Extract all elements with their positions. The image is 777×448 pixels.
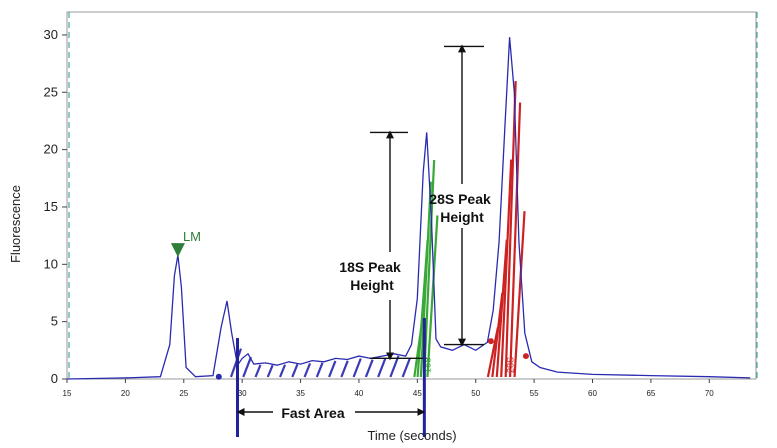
plot-frame — [66, 11, 757, 380]
annotation-28s-peak-height: 28S Peak Height — [429, 191, 494, 225]
annotation-18s-peak-height: 18S Peak Height — [339, 259, 404, 293]
y-tick-label: 10 — [44, 256, 58, 271]
annotation-arrows — [235, 44, 484, 437]
y-tick-label: 0 — [51, 371, 58, 386]
fast-area-hatch — [254, 364, 262, 378]
x-tick-label: 40 — [354, 389, 363, 398]
fast-area-hatch — [229, 348, 243, 378]
peak-label-18s: 18S — [423, 357, 433, 373]
ticks-layer: 0 5 10 15 20 25 30 15 20 25 30 35 40 45 50 55 60 65 70 — [44, 27, 715, 398]
fast-area-label-bg — [273, 403, 355, 423]
y-axis-title: Fluorescence — [8, 185, 23, 263]
x-tick-label: 60 — [588, 389, 597, 398]
fast-area-hatch — [377, 357, 387, 378]
x-tick-label: 70 — [705, 389, 714, 398]
x-tick-label: 65 — [646, 389, 655, 398]
peak-28s-hatch — [513, 211, 526, 378]
fast-area-hatch — [401, 357, 412, 378]
x-tick-label: 45 — [413, 389, 422, 398]
fast-area-hatch — [266, 364, 274, 378]
peak-28s-hatch — [495, 239, 508, 378]
fast-area-hatch — [315, 362, 324, 378]
peak-28s-hatch — [504, 80, 517, 378]
fast-area-hatch — [291, 363, 299, 378]
lm-marker-icon — [170, 243, 185, 258]
x-tick-label: 55 — [530, 389, 539, 398]
x-tick-label: 25 — [179, 389, 188, 398]
peak-label-28s: 28S — [506, 357, 516, 373]
annotation-fast-area: Fast Area — [281, 405, 345, 421]
peak-18s-hatch — [426, 215, 439, 378]
fast-area-hatch — [279, 364, 287, 378]
y-tick-label: 30 — [44, 27, 58, 42]
fluorescence-trace — [66, 37, 751, 380]
y-tick-label: 20 — [44, 142, 58, 157]
fast-area-hatch — [303, 362, 312, 378]
peak-28s-start-dot — [487, 338, 494, 345]
y-tick-label: 25 — [44, 84, 58, 99]
x-tick-label: 50 — [471, 389, 480, 398]
peak-28s-hatch — [491, 292, 504, 378]
y-tick-label: 5 — [51, 314, 58, 329]
fast-area-hatch — [340, 360, 349, 378]
fast-area-hatch — [328, 360, 337, 378]
x-tick-label: 35 — [296, 389, 305, 398]
peak-28s-end-dot — [522, 353, 529, 360]
peak-28s-hatch — [508, 102, 522, 378]
lm-label: LM — [183, 229, 201, 244]
fast-area-hatch — [242, 356, 252, 378]
fast-area-hatch — [389, 355, 400, 378]
x-tick-label: 30 — [238, 389, 247, 398]
x-tick-label: 15 — [63, 389, 72, 398]
peak-18s-hatch — [419, 181, 432, 378]
peak-28s-hatch — [500, 159, 513, 378]
x-axis-title: Time (seconds) — [367, 428, 456, 443]
fast-area-hatch — [352, 358, 362, 378]
x-tick-label: 20 — [121, 389, 130, 398]
hatch-layer — [215, 80, 529, 380]
y-tick-label: 15 — [44, 199, 58, 214]
fast-area-hatch — [364, 359, 374, 378]
fast-area-start-dot — [215, 373, 222, 380]
